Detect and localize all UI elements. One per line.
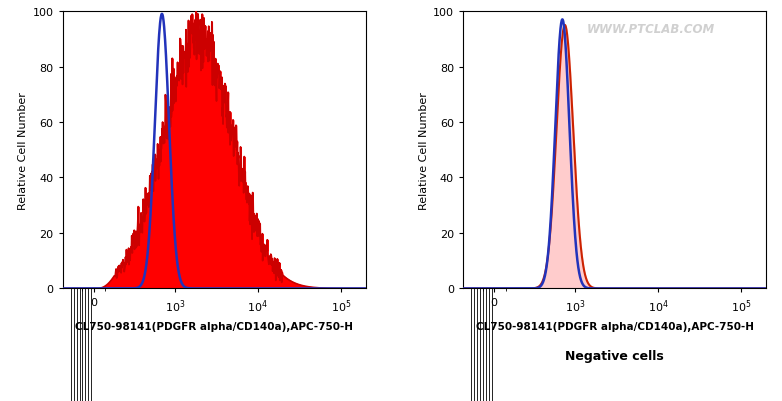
- Text: WWW.PTCLAB.COM: WWW.PTCLAB.COM: [587, 23, 716, 36]
- X-axis label: CL750-98141(PDGFR alpha/CD140a),APC-750-H: CL750-98141(PDGFR alpha/CD140a),APC-750-…: [475, 321, 754, 331]
- Y-axis label: Relative Cell Number: Relative Cell Number: [18, 91, 28, 209]
- X-axis label: CL750-98141(PDGFR alpha/CD140a),APC-750-H: CL750-98141(PDGFR alpha/CD140a),APC-750-…: [75, 321, 353, 331]
- Text: Negative cells: Negative cells: [565, 350, 664, 363]
- Y-axis label: Relative Cell Number: Relative Cell Number: [419, 91, 429, 209]
